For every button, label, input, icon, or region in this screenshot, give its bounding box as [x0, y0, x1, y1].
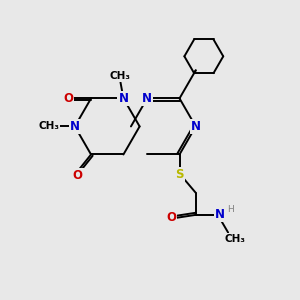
- Text: H: H: [227, 205, 233, 214]
- Text: CH₃: CH₃: [225, 234, 246, 244]
- Text: N: N: [118, 92, 128, 105]
- Text: O: O: [73, 169, 83, 182]
- Text: N: N: [142, 92, 152, 105]
- Text: O: O: [63, 92, 73, 105]
- Text: N: N: [70, 120, 80, 133]
- Text: S: S: [175, 168, 184, 181]
- Text: CH₃: CH₃: [38, 122, 59, 131]
- Text: CH₃: CH₃: [110, 71, 131, 81]
- Text: N: N: [191, 120, 201, 133]
- Text: N: N: [215, 208, 225, 221]
- Text: O: O: [166, 211, 176, 224]
